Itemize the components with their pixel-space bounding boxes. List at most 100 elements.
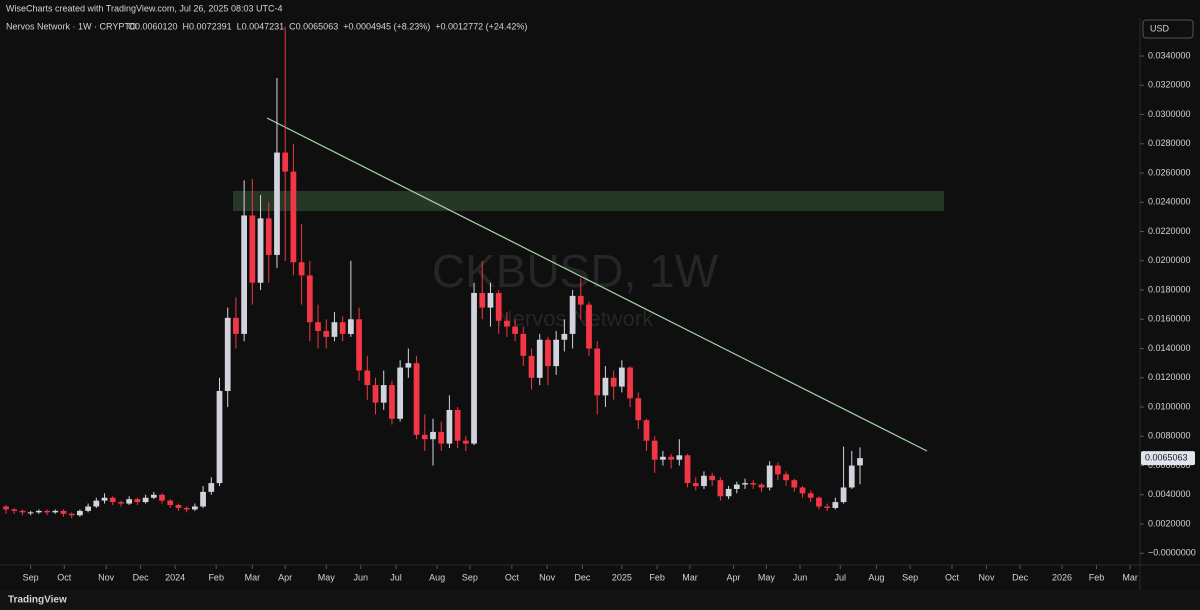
footer-bar	[0, 590, 1200, 610]
y-tick-label: 0.0200000	[1148, 255, 1191, 265]
candle-body	[356, 319, 362, 371]
candle-body	[832, 502, 839, 508]
candle-body	[19, 510, 26, 513]
x-tick-label: Feb	[649, 572, 665, 582]
x-tick-label: Nov	[98, 572, 115, 582]
x-tick-label: Jun	[793, 572, 808, 582]
candle-body	[77, 510, 83, 516]
candle-body	[249, 215, 256, 283]
candle-body	[274, 152, 280, 255]
x-tick-label: Oct	[57, 572, 72, 582]
candle-body	[651, 440, 658, 460]
candle-body	[3, 506, 9, 510]
candle-body	[512, 326, 518, 334]
y-tick-label: 0.0140000	[1148, 343, 1191, 353]
candle-body	[85, 506, 91, 511]
ohlc-value: O0.0060120	[128, 21, 178, 31]
candle-body	[44, 510, 50, 513]
symbol-info: Nervos Network · 1W · CRYPTO	[6, 21, 137, 31]
candle-body	[306, 275, 313, 323]
candle-body	[610, 377, 617, 387]
y-tick-label: −0.0000000	[1148, 548, 1196, 558]
x-tick-label: Aug	[429, 572, 445, 582]
x-tick-label: Sep	[462, 572, 478, 582]
candle-body	[200, 491, 206, 507]
x-tick-label: Oct	[505, 572, 520, 582]
candle-body	[93, 500, 100, 507]
candle-body	[774, 465, 781, 475]
y-tick-label: 0.0260000	[1148, 167, 1191, 177]
x-tick-label: Apr	[727, 572, 741, 582]
x-tick-label: May	[318, 572, 336, 582]
candle-body	[142, 497, 149, 503]
candle-body	[331, 322, 338, 337]
x-tick-label: Mar	[1122, 572, 1138, 582]
x-tick-label: Nov	[539, 572, 556, 582]
candle-body	[487, 292, 494, 308]
candle-body	[668, 456, 674, 460]
y-tick-label: 0.0120000	[1148, 372, 1191, 382]
candle-body	[692, 483, 699, 487]
candle-body	[35, 510, 42, 513]
candle-body	[150, 494, 157, 498]
candle-body	[68, 513, 75, 516]
last-price-label: 0.0065063	[1145, 453, 1188, 463]
candle-body	[323, 330, 330, 337]
candle-body	[725, 488, 732, 497]
candle-body	[586, 304, 592, 349]
candle-body	[298, 262, 305, 276]
candle-body	[282, 152, 289, 172]
candle-body	[561, 333, 568, 340]
candle-body	[495, 292, 502, 321]
candle-body	[257, 218, 264, 283]
candle-body	[339, 322, 346, 334]
ohlc-value: +0.0004945 (+8.23%)	[343, 21, 430, 31]
watermark-title: CKBUSD, 1W	[432, 245, 719, 297]
x-tick-label: Feb	[208, 572, 224, 582]
candle-body	[791, 480, 798, 488]
candle-body	[438, 431, 445, 444]
candle-body	[553, 339, 560, 367]
candle-body	[224, 317, 231, 391]
candle-body	[11, 509, 18, 511]
candle-body	[750, 483, 757, 485]
candle-body	[159, 494, 165, 501]
candle-body	[684, 455, 691, 484]
x-tick-label: May	[758, 572, 776, 582]
x-tick-label: Aug	[868, 572, 884, 582]
candle-body	[380, 385, 387, 403]
y-tick-label: 0.0220000	[1148, 226, 1191, 236]
candle-body	[183, 507, 190, 510]
candle-body	[816, 497, 822, 507]
candle-body	[545, 339, 551, 367]
candle-body	[101, 497, 108, 501]
y-tick-label: 0.0040000	[1148, 489, 1191, 499]
y-tick-label: 0.0320000	[1148, 80, 1191, 90]
currency-button[interactable]	[1142, 19, 1194, 39]
candle-body	[167, 500, 174, 506]
candle-body	[783, 474, 789, 481]
candle-body	[758, 484, 765, 488]
candle-body	[536, 339, 543, 378]
candle-body	[569, 295, 576, 334]
x-tick-label: Jun	[353, 572, 368, 582]
candle-body	[520, 333, 527, 356]
y-tick-label: 0.0020000	[1148, 518, 1191, 528]
candle-body	[364, 370, 371, 386]
ohlc-value: +0.0012772 (+24.42%)	[435, 21, 527, 31]
candle-body	[643, 420, 650, 441]
candle-body	[840, 487, 847, 503]
x-tick-label: Oct	[945, 572, 960, 582]
candle-body	[635, 398, 642, 421]
candle-body	[766, 465, 773, 488]
currency[interactable]: USD	[1150, 23, 1170, 33]
candle-body	[60, 510, 67, 514]
candle-body	[627, 367, 633, 399]
candle-body	[824, 506, 831, 508]
candle-body	[389, 385, 395, 419]
footer-logo: TradingView	[8, 595, 67, 606]
candle-body	[799, 487, 806, 494]
x-tick-label: Dec	[574, 572, 591, 582]
